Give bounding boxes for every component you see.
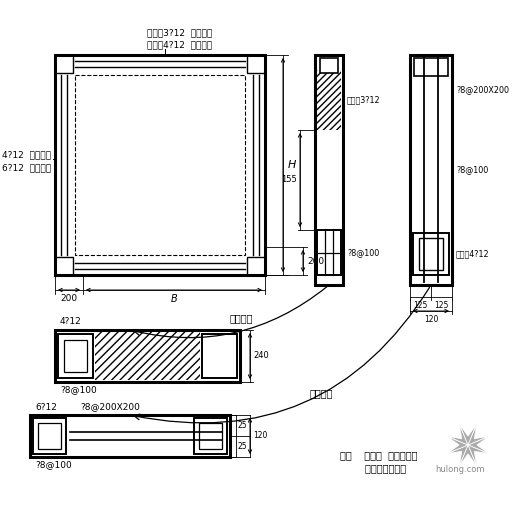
Bar: [64, 340, 87, 372]
Polygon shape: [448, 425, 468, 445]
Text: B: B: [171, 294, 177, 304]
Text: 120: 120: [424, 315, 438, 324]
Polygon shape: [468, 437, 489, 453]
Text: ?8@200X200: ?8@200X200: [456, 86, 509, 94]
Text: 200: 200: [61, 294, 78, 303]
Text: 上下各4?12: 上下各4?12: [456, 249, 490, 259]
Bar: [58, 334, 93, 378]
Bar: [55, 330, 240, 382]
Bar: [194, 418, 227, 454]
Bar: [419, 238, 443, 270]
Text: 25: 25: [238, 442, 247, 451]
Text: 4?12: 4?12: [60, 318, 82, 326]
Polygon shape: [468, 445, 488, 465]
Text: 25: 25: [238, 421, 247, 430]
Bar: [55, 55, 73, 73]
Text: 肋双面筋: 肋双面筋: [310, 388, 334, 398]
Text: 肋半面筋: 肋半面筋: [230, 313, 254, 323]
Polygon shape: [460, 445, 476, 465]
Bar: [320, 58, 338, 73]
Text: 200: 200: [307, 256, 324, 266]
Bar: [30, 415, 230, 457]
Bar: [38, 423, 61, 449]
Bar: [410, 55, 452, 285]
Text: 6?12  肋双面筋: 6?12 肋双面筋: [2, 164, 51, 172]
Polygon shape: [447, 437, 468, 453]
Text: 上下各3?12  肋半面筋: 上下各3?12 肋半面筋: [147, 29, 212, 37]
Text: H: H: [288, 160, 296, 170]
Bar: [199, 423, 222, 449]
Bar: [247, 257, 265, 275]
Text: ?8@100: ?8@100: [456, 166, 488, 174]
Text: 125: 125: [413, 301, 427, 310]
Text: 依设备预留孔洞: 依设备预留孔洞: [340, 463, 406, 473]
Bar: [317, 230, 341, 275]
Text: 120: 120: [253, 431, 267, 441]
Bar: [33, 418, 66, 454]
Text: 6?12: 6?12: [35, 403, 57, 411]
Text: ?8@200X200: ?8@200X200: [80, 403, 140, 411]
Text: hulong.com: hulong.com: [435, 465, 485, 475]
Bar: [75, 75, 245, 255]
Bar: [315, 55, 343, 285]
Text: 上下各3?12: 上下各3?12: [347, 95, 381, 105]
Bar: [413, 233, 449, 275]
Text: 4?12  肋半面筋: 4?12 肋半面筋: [2, 150, 51, 160]
Bar: [55, 55, 265, 275]
Bar: [95, 332, 200, 380]
Text: ?8@100: ?8@100: [35, 461, 72, 469]
Bar: [55, 257, 73, 275]
Bar: [414, 58, 448, 76]
Text: 125: 125: [434, 301, 448, 310]
Polygon shape: [448, 445, 468, 465]
Text: ?8@100: ?8@100: [347, 248, 379, 257]
Bar: [247, 55, 265, 73]
Text: 240: 240: [253, 351, 269, 361]
Polygon shape: [468, 425, 488, 445]
Text: ?8@100: ?8@100: [60, 385, 97, 394]
Text: 上下各4?12  肋双面筋: 上下各4?12 肋双面筋: [147, 41, 212, 49]
Bar: [202, 334, 237, 378]
Bar: [317, 70, 341, 130]
Text: 图三    配电箱  消火栓箱框: 图三 配电箱 消火栓箱框: [340, 450, 418, 460]
Polygon shape: [460, 425, 476, 445]
Text: 155: 155: [281, 175, 297, 185]
